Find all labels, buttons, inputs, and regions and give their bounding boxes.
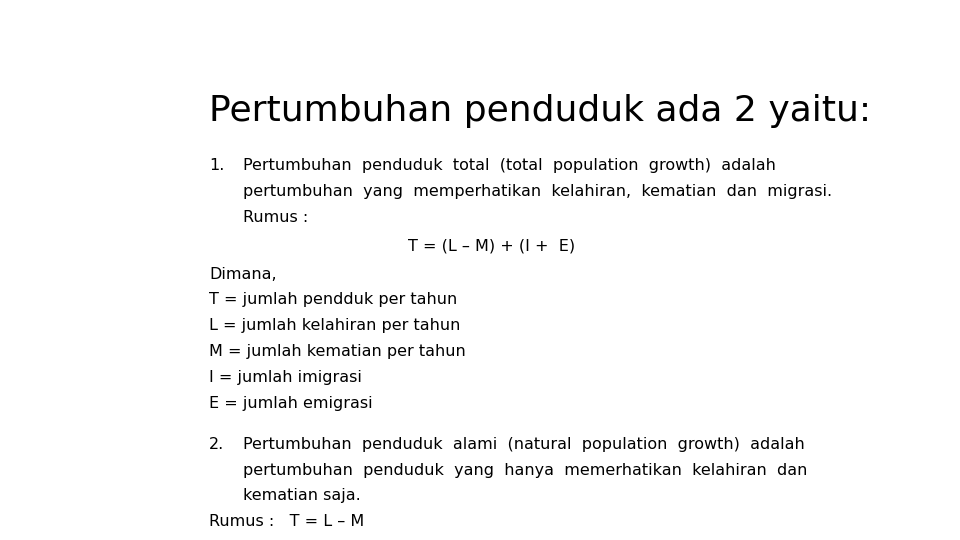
Text: Rumus :   T = L – M: Rumus : T = L – M [209, 514, 365, 529]
Text: kematian saja.: kematian saja. [243, 488, 361, 503]
Text: pertumbuhan  penduduk  yang  hanya  memerhatikan  kelahiran  dan: pertumbuhan penduduk yang hanya memerhat… [243, 463, 807, 477]
Text: L = jumlah kelahiran per tahun: L = jumlah kelahiran per tahun [209, 318, 461, 333]
Text: Pertumbuhan penduduk ada 2 yaitu:: Pertumbuhan penduduk ada 2 yaitu: [209, 94, 872, 128]
Text: Pertumbuhan  penduduk  total  (total  population  growth)  adalah: Pertumbuhan penduduk total (total popula… [243, 158, 776, 173]
Text: M = jumlah kematian per tahun: M = jumlah kematian per tahun [209, 344, 466, 359]
Text: 2.: 2. [209, 437, 225, 452]
Text: Dimana,: Dimana, [209, 267, 276, 282]
Text: Rumus :: Rumus : [243, 210, 308, 225]
Text: 1.: 1. [209, 158, 225, 173]
Text: T = jumlah pendduk per tahun: T = jumlah pendduk per tahun [209, 292, 458, 307]
Text: Pertumbuhan  penduduk  alami  (natural  population  growth)  adalah: Pertumbuhan penduduk alami (natural popu… [243, 437, 804, 452]
Text: E = jumlah emigrasi: E = jumlah emigrasi [209, 395, 372, 410]
Text: I = jumlah imigrasi: I = jumlah imigrasi [209, 370, 362, 384]
Text: T = (L – M) + (I +  E): T = (L – M) + (I + E) [408, 238, 576, 253]
Text: pertumbuhan  yang  memperhatikan  kelahiran,  kematian  dan  migrasi.: pertumbuhan yang memperhatikan kelahiran… [243, 184, 832, 199]
